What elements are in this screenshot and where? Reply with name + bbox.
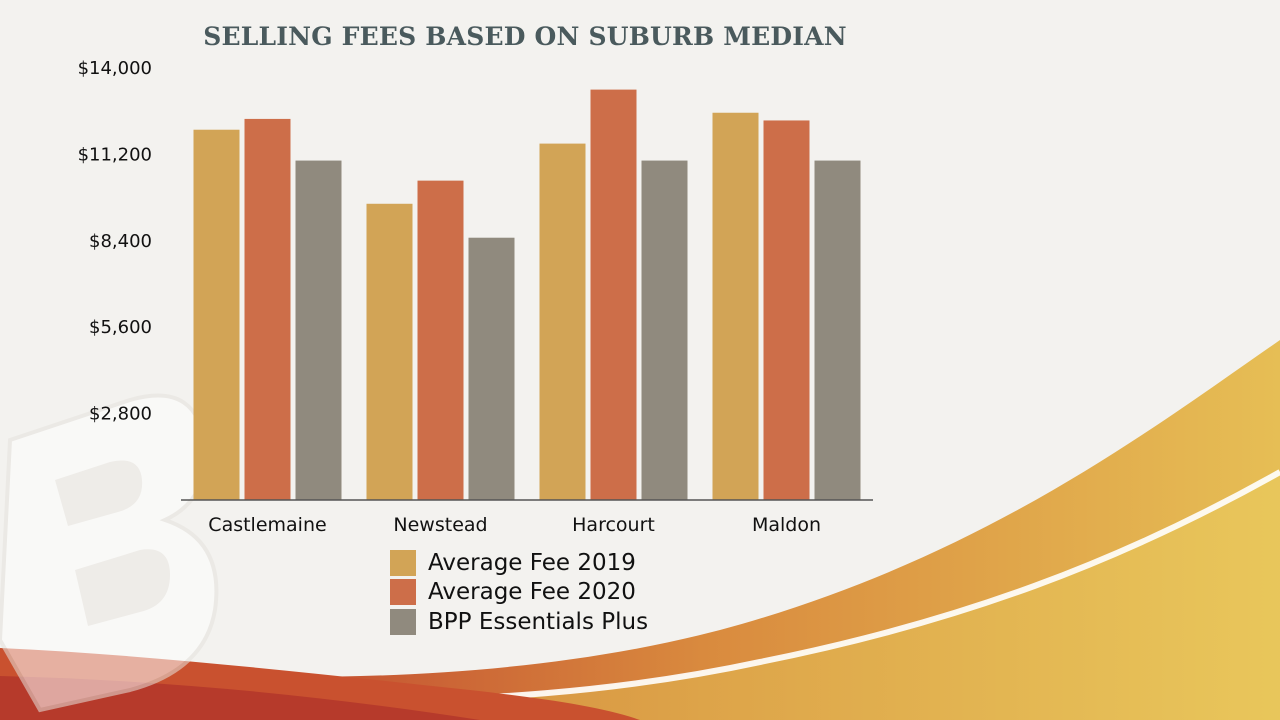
bar [712,112,759,500]
bar [295,160,342,501]
legend-label: Average Fee 2020 [428,579,636,606]
x-tick-label: Harcourt [572,514,655,536]
x-tick-label: Newstead [393,514,487,536]
legend-label: Average Fee 2019 [428,549,636,576]
bar [763,120,810,500]
y-axis: $2,800 $5,600 $8,400 $11,200 $14,000 [78,58,152,425]
bar [193,129,240,500]
x-tick-label: Castlemaine [208,514,326,536]
x-axis: Castlemaine Newstead Harcourt Maldon [208,514,821,536]
chart-title: SELLING FEES BASED ON SUBURB MEDIAN [203,22,847,51]
legend-item: Average Fee 2020 [390,578,648,608]
y-tick-label: $11,200 [78,144,152,165]
x-tick-label: Maldon [752,514,821,536]
bar [539,143,586,500]
bar [366,203,413,500]
legend-swatch [390,549,416,576]
y-tick-label: $8,400 [89,231,152,252]
legend-swatch [390,579,416,606]
bars [193,89,861,501]
legend-item: BPP Essentials Plus [390,607,648,637]
legend-label: BPP Essentials Plus [428,608,649,635]
bar [641,160,688,501]
bar [814,160,861,501]
legend-swatch [390,608,416,635]
y-tick-label: $5,600 [89,317,152,338]
y-tick-label: $2,800 [89,404,152,425]
bar [468,237,515,500]
y-tick-label: $14,000 [78,58,152,79]
bar [417,180,464,500]
legend-item: Average Fee 2019 [390,548,648,578]
legend: Average Fee 2019 Average Fee 2020 BPP Es… [390,548,648,637]
bar [590,89,637,500]
bar [244,118,291,501]
